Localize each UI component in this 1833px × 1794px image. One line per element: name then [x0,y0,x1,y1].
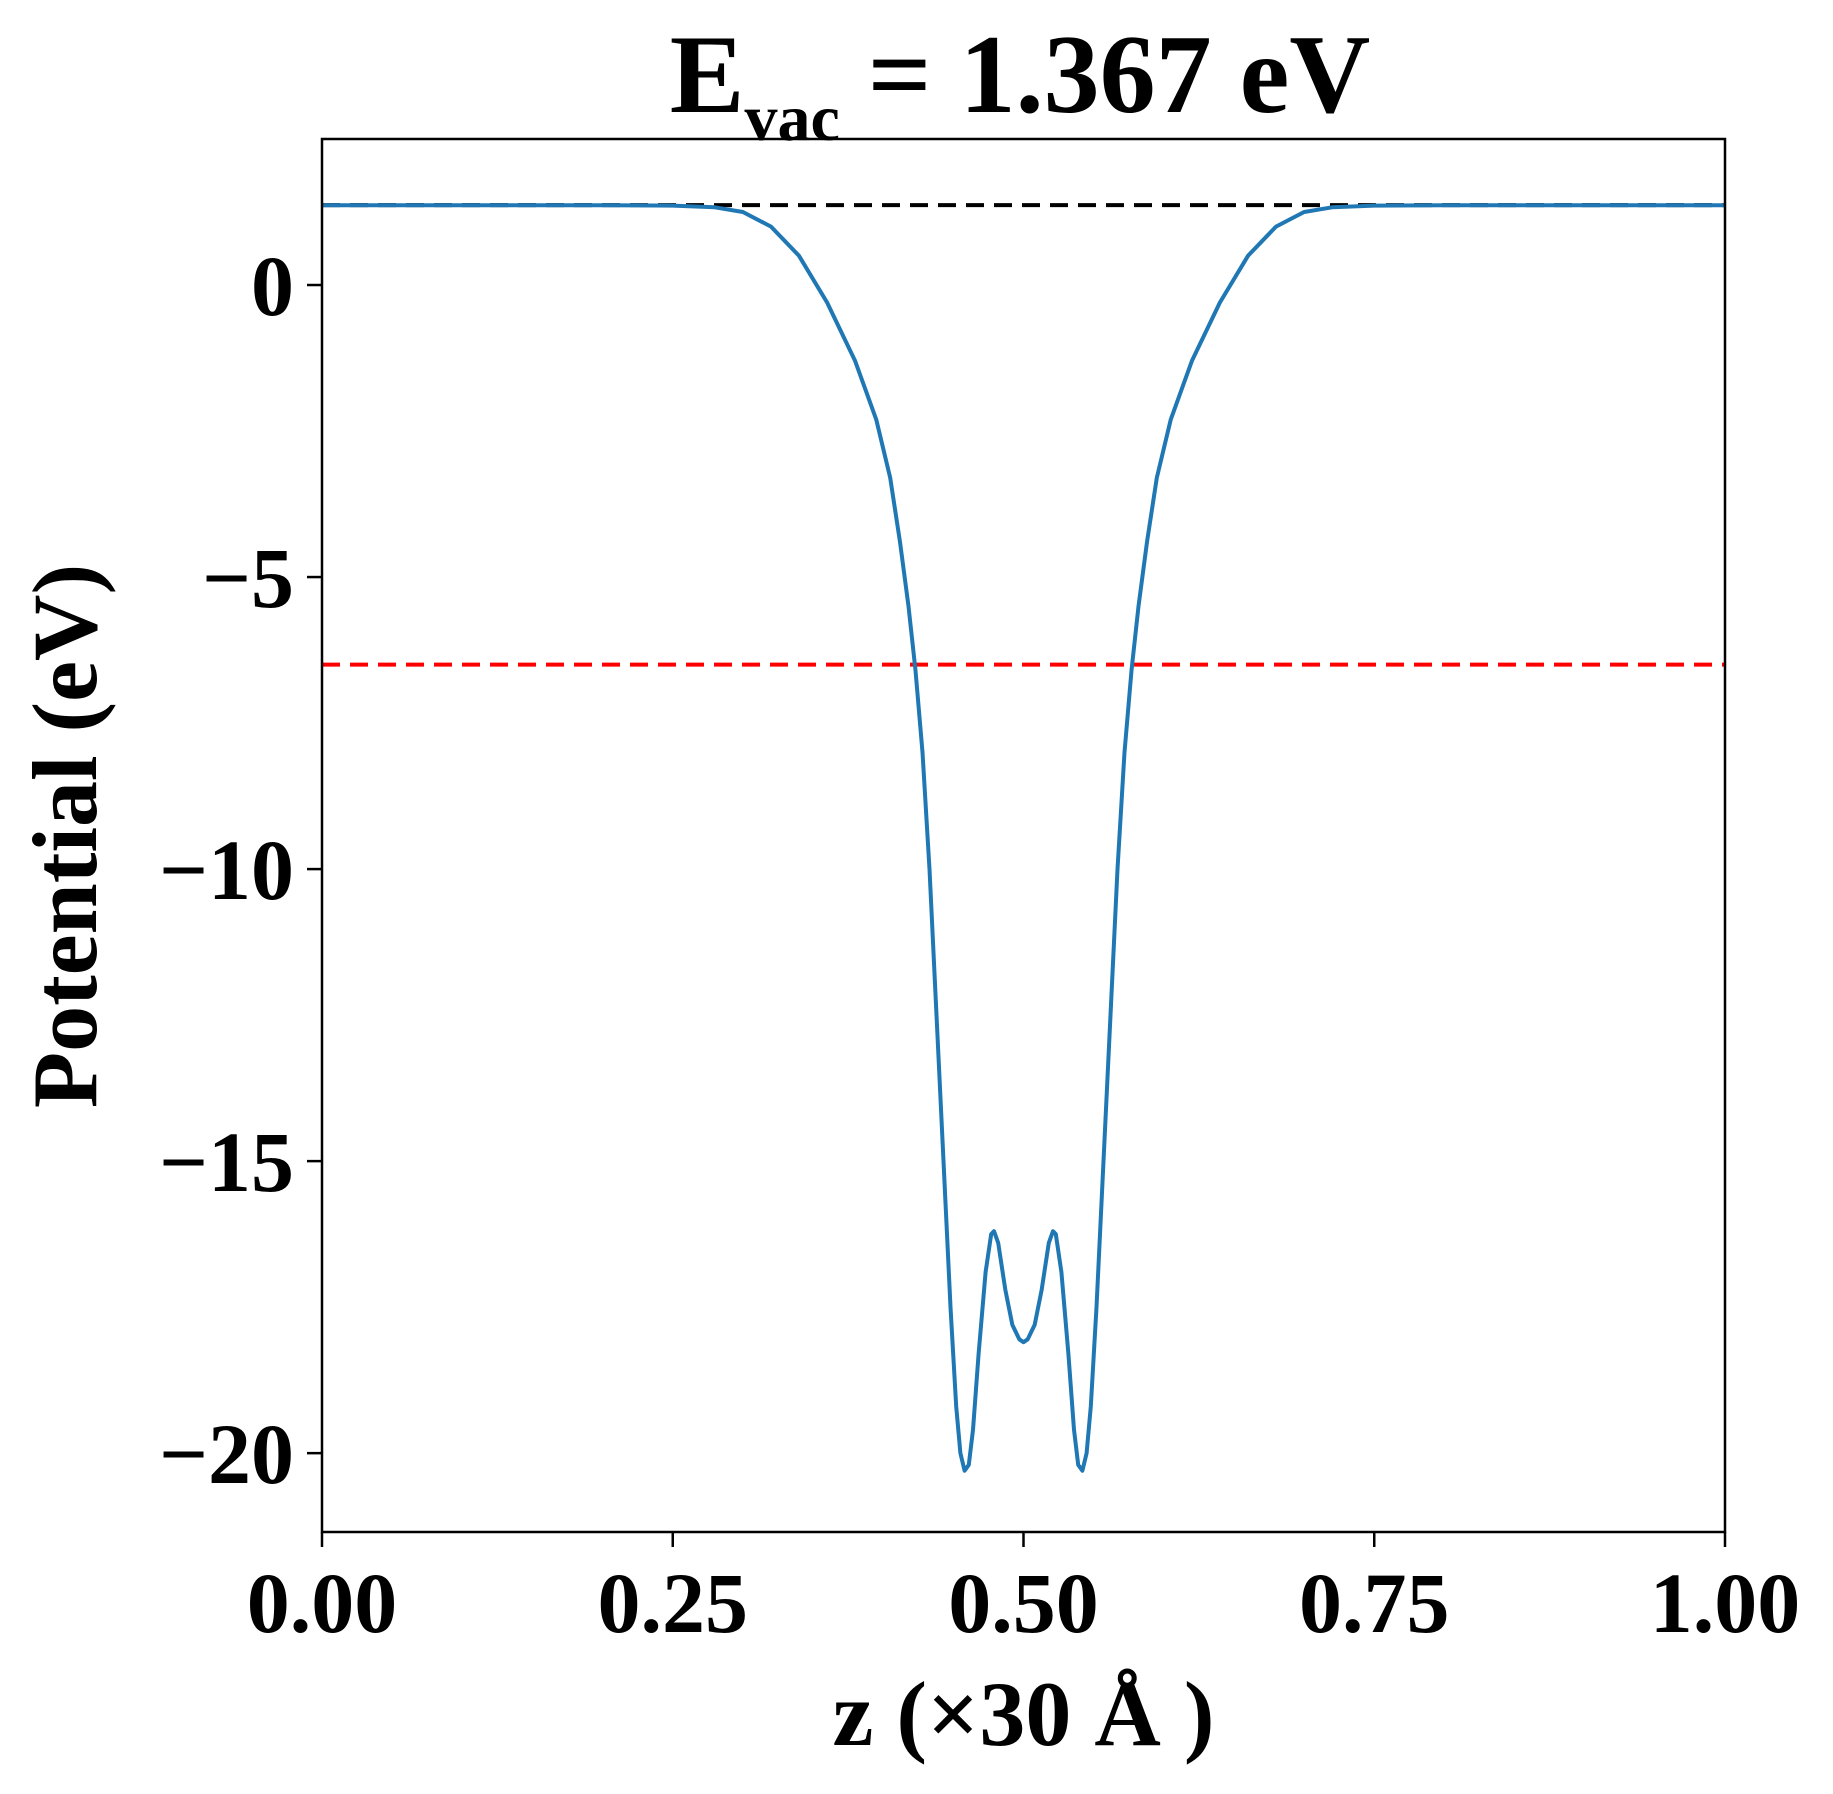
y-tick-label: −5 [202,530,294,626]
y-tick-label: −20 [159,1406,294,1502]
plot-area [322,203,1725,1473]
x-tick-label: 1.00 [1650,1555,1801,1651]
chart-title-subscript: vac [744,82,839,155]
y-tick-label: −15 [159,1114,294,1210]
x-tick-label: 0.25 [598,1555,749,1651]
plot-frame [320,137,1727,1534]
plot-content [322,203,1725,1473]
y-axis-ticks: 0 −5 −10 −15 −20 [159,238,322,1502]
y-tick-label: −10 [159,822,294,918]
x-axis-label: z (×30 Å ) [833,1663,1215,1765]
x-tick-label: 0.75 [1299,1555,1450,1651]
chart-title: Evac = 1.367 eV [670,13,1370,155]
chart-title-main: E [670,13,745,137]
x-tick-label: 0.00 [247,1555,398,1651]
y-tick-label: 0 [251,238,294,334]
potential-series-line [322,203,1725,1473]
y-axis-label: Potential (eV) [14,564,116,1108]
x-tick-label: 0.50 [948,1555,1099,1651]
x-axis-ticks: 0.00 0.25 0.50 0.75 1.00 [247,1532,1801,1651]
chart-title-rest: = 1.367 eV [840,13,1370,137]
